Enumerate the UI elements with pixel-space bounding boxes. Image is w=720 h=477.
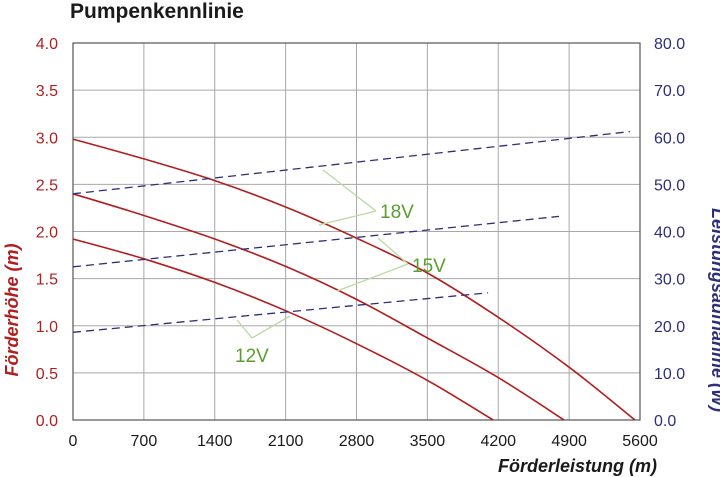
annotation-leader: [336, 263, 409, 292]
y-tick-label-left: 2.0: [36, 225, 58, 242]
power-line-18v: [72, 130, 630, 195]
grid: [72, 42, 641, 421]
annotation-label-18v: 18V: [380, 202, 414, 223]
annotation-leader: [251, 315, 291, 339]
y-tick-label-left: 3.5: [36, 83, 58, 100]
x-tick-label: 4200: [480, 433, 516, 450]
annotation-label-15v: 15V: [412, 256, 446, 277]
head-curve-18v: [72, 138, 636, 421]
annotation-label-12v: 12V: [235, 346, 269, 367]
tick-labels: 0.0 0.5 1.0 1.5 2.0 2.5 3.0 3.5 4.0 0.0 10.0 20.0 30…: [36, 36, 685, 450]
y-tick-label-right: 70.0: [654, 83, 685, 100]
y-tick-label-right: 40.0: [654, 225, 685, 242]
y-tick-label-left: 2.5: [36, 177, 58, 194]
annotation-leader: [377, 237, 409, 265]
y-axis-label-right: Leistungsaufnahme (W): [708, 208, 720, 412]
x-tick-label: 5600: [622, 433, 658, 450]
curves: [72, 130, 636, 421]
y-tick-label-right: 80.0: [654, 36, 685, 53]
annotations: 18V 15V 12V: [235, 169, 446, 367]
power-line-12v: [72, 292, 489, 333]
y-tick-label-right: 0.0: [654, 413, 676, 430]
y-tick-label-left: 1.5: [36, 272, 58, 289]
y-tick-label-right: 60.0: [654, 130, 685, 147]
y-tick-label-left: 3.0: [36, 130, 58, 147]
x-tick-label: 4900: [551, 433, 587, 450]
power-line-15v: [72, 215, 560, 268]
annotation-leader: [322, 169, 377, 212]
x-axis-label: Förderleistung (m): [498, 456, 657, 476]
y-tick-label-right: 30.0: [654, 272, 685, 289]
x-tick-label: 1400: [197, 433, 233, 450]
y-tick-label-right: 20.0: [654, 319, 685, 336]
y-tick-label-left: 0.0: [36, 413, 58, 430]
y-tick-label-left: 0.5: [36, 366, 58, 383]
y-tick-label-left: 1.0: [36, 319, 58, 336]
y-tick-label-right: 50.0: [654, 177, 685, 194]
y-axis-label-left: Förderhöhe (m): [2, 243, 22, 376]
y-tick-label-left: 4.0: [36, 36, 58, 53]
plot-frame: [72, 42, 641, 421]
x-tick-label: 2100: [268, 433, 304, 450]
annotation-leader: [236, 319, 253, 339]
y-tick-label-right: 10.0: [654, 366, 685, 383]
x-tick-label: 2800: [339, 433, 375, 450]
chart-title: Pumpenkennlinie: [70, 0, 244, 23]
x-tick-label: 0: [69, 433, 78, 450]
x-tick-label: 700: [131, 433, 158, 450]
head-curve-15v: [72, 193, 565, 421]
x-tick-label: 3500: [410, 433, 446, 450]
annotation-leader: [318, 210, 377, 226]
